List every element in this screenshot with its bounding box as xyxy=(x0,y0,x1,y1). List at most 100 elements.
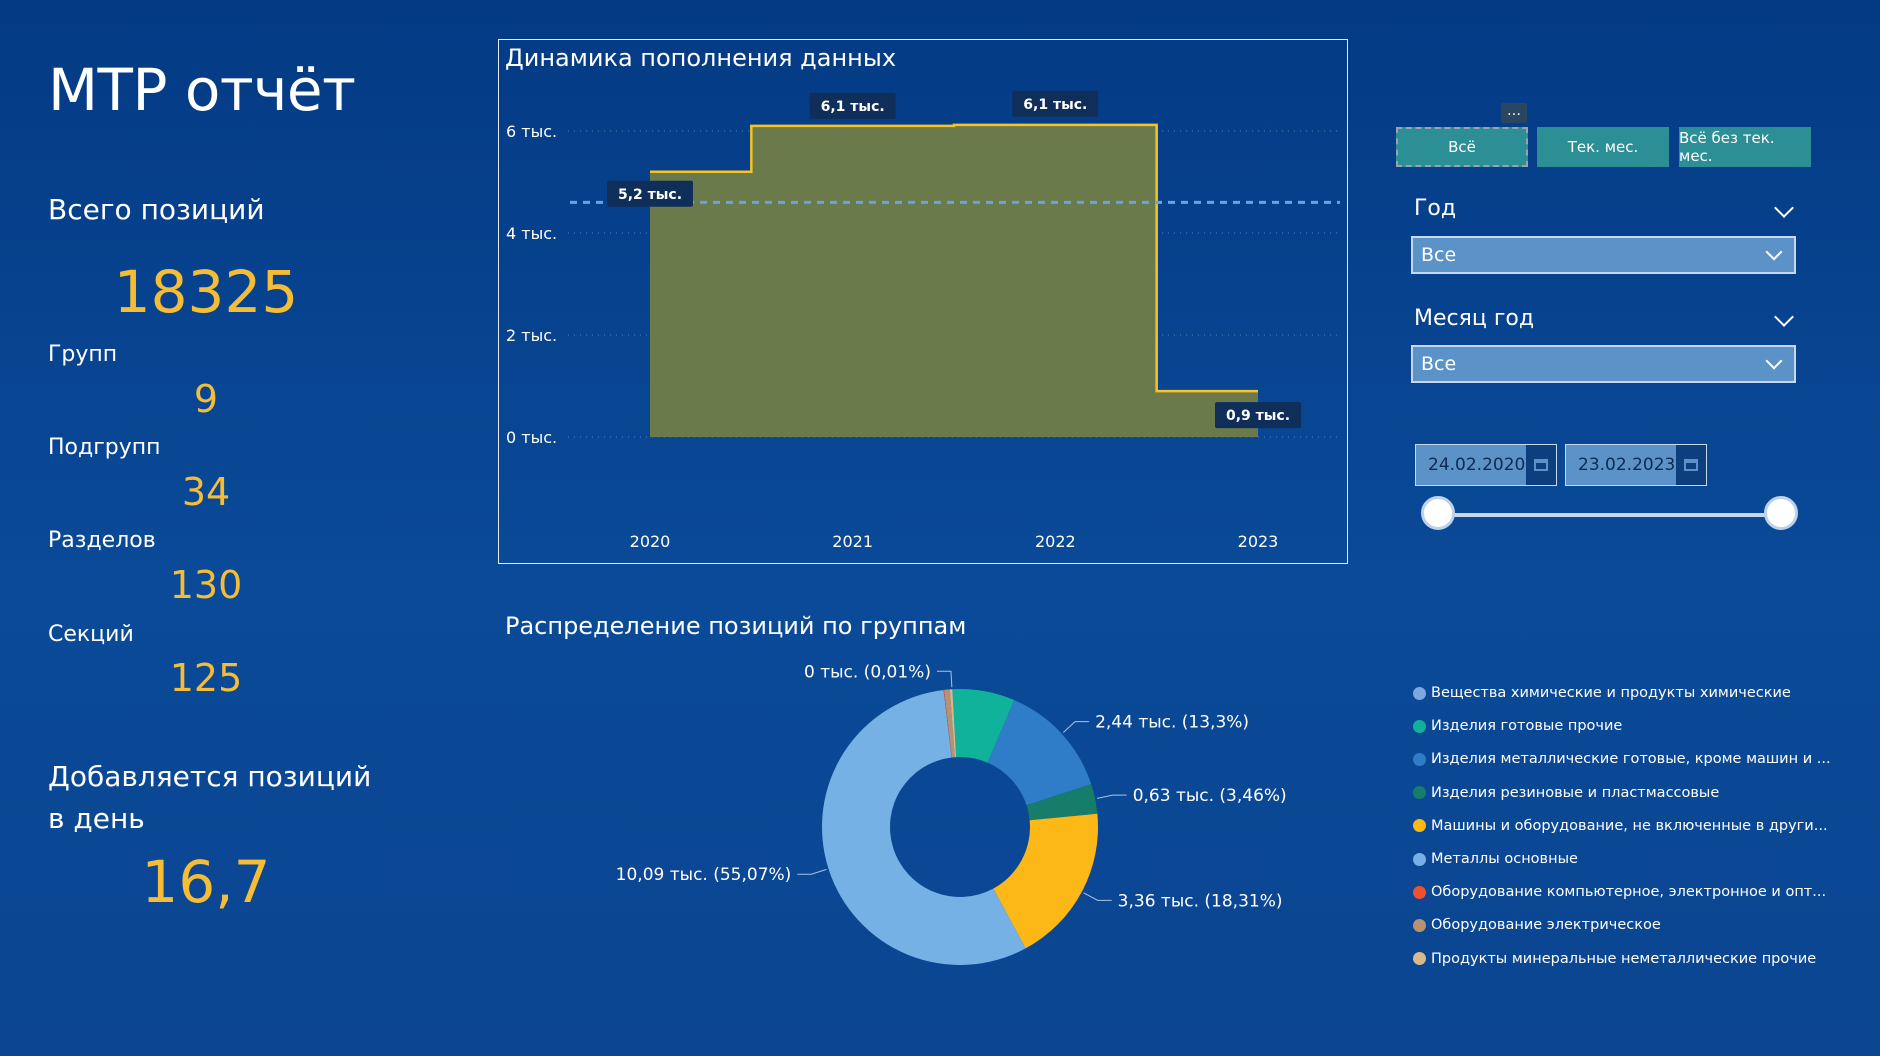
more-options-icon[interactable]: … xyxy=(1501,103,1527,123)
legend-label: Изделия металлические готовые, кроме маш… xyxy=(1431,751,1831,768)
sectors-value: 125 xyxy=(169,656,243,700)
sections-value: 130 xyxy=(169,563,243,607)
month-slicer-title: Месяц год xyxy=(1414,306,1535,331)
legend-label: Продукты минеральные неметаллические про… xyxy=(1431,950,1817,967)
donut-slice[interactable] xyxy=(943,689,952,758)
dynamics-chart-title: Динамика пополнения данных xyxy=(505,44,897,72)
legend-label: Изделия готовые прочие xyxy=(1431,718,1623,735)
year-dropdown[interactable]: Все xyxy=(1411,236,1796,274)
y-tick-label: 6 тыс. xyxy=(506,122,557,141)
donut-slice[interactable] xyxy=(993,813,1098,949)
donut-slice[interactable] xyxy=(1026,784,1098,821)
groups-label: Групп xyxy=(48,342,118,367)
legend-item[interactable]: Металлы основные xyxy=(1413,851,1578,867)
legend-dot-icon xyxy=(1413,852,1426,866)
calendar-icon[interactable] xyxy=(1526,445,1556,485)
y-tick-label: 0 тыс. xyxy=(506,428,557,447)
period-current-month-button[interactable]: Тек. мес. xyxy=(1537,127,1669,167)
date-from-input[interactable]: 24.02.2020 xyxy=(1415,444,1557,486)
legend-dot-icon xyxy=(1413,719,1426,733)
legend-item[interactable]: Изделия металлические готовые, кроме маш… xyxy=(1413,751,1831,767)
y-tick-label: 4 тыс. xyxy=(506,224,557,243)
area-line xyxy=(650,123,1258,393)
data-label: 6,1 тыс. xyxy=(1023,97,1087,113)
dynamics-area-chart: 0 тыс. 2 тыс. 4 тыс. 6 тыс. 2020 2021 2022 2023… xyxy=(506,90,1340,551)
legend-label: Оборудование электрическое xyxy=(1431,917,1661,934)
legend-dot-icon xyxy=(1413,952,1426,966)
year-dropdown-value: Все xyxy=(1421,244,1457,266)
x-tick-label: 2022 xyxy=(1035,532,1076,551)
legend-label: Машины и оборудование, не включенные в д… xyxy=(1431,817,1828,834)
month-dropdown-value: Все xyxy=(1421,353,1457,375)
x-tick-label: 2023 xyxy=(1238,532,1279,551)
date-to-input[interactable]: 23.02.2023 xyxy=(1565,444,1707,486)
data-label: 6,1 тыс. xyxy=(821,99,885,115)
subgroups-value: 34 xyxy=(181,470,231,514)
month-dropdown[interactable]: Все xyxy=(1411,345,1796,383)
year-slicer-title: Год xyxy=(1414,196,1457,221)
data-label-box xyxy=(1012,90,1099,117)
donut-slice-label: 0 тыс. (0,01%) xyxy=(804,662,931,682)
donut-slice-label: 10,09 тыс. (55,07%) xyxy=(616,865,792,885)
chevron-down-icon xyxy=(1765,243,1783,261)
legend-label: Оборудование компьютерное, электронное и… xyxy=(1431,884,1827,901)
data-label: 0,9 тыс. xyxy=(1226,408,1290,424)
donut-slice[interactable] xyxy=(987,700,1092,806)
groups-donut-chart: 0 тыс. (0,01%) 2,44 тыс. (13,3%) 0,63 тыс.… xyxy=(616,662,1287,965)
donut-slice[interactable] xyxy=(949,689,957,758)
donut-slice-label: 3,36 тыс. (18,31%) xyxy=(1118,891,1283,911)
legend-dot-icon xyxy=(1413,786,1426,800)
legend-dot-icon xyxy=(1413,752,1426,766)
data-label-box xyxy=(607,180,693,207)
legend-label: Вещества химические и продукты химически… xyxy=(1431,685,1791,701)
period-all-button[interactable]: Всё xyxy=(1396,127,1528,167)
page-title: МТР отчёт xyxy=(48,56,356,124)
donut-slice[interactable] xyxy=(944,689,955,758)
legend-dot-icon xyxy=(1413,686,1426,700)
legend-label: Металлы основные xyxy=(1431,851,1578,867)
sectors-label: Секций xyxy=(48,622,134,647)
date-range-start-handle[interactable] xyxy=(1421,496,1455,530)
total-positions-label: Всего позиций xyxy=(48,193,265,226)
legend-item[interactable]: Изделия резиновые и пластмассовые xyxy=(1413,785,1719,801)
donut-label-leader xyxy=(1083,892,1112,901)
daily-label-line2: в день xyxy=(48,802,145,835)
donut-slice-label: 2,44 тыс. (13,3%) xyxy=(1095,713,1249,733)
donut-label-leader xyxy=(1062,721,1090,733)
donut-slice[interactable] xyxy=(822,689,1026,965)
x-tick-label: 2021 xyxy=(832,532,873,551)
legend-item[interactable]: Оборудование компьютерное, электронное и… xyxy=(1413,884,1826,900)
date-range-end-handle[interactable] xyxy=(1764,496,1798,530)
legend-item[interactable]: Оборудование электрическое xyxy=(1413,917,1661,933)
donut-slice-label: 0,63 тыс. (3,46%) xyxy=(1133,786,1287,806)
donut-label-leader xyxy=(936,670,953,688)
year-collapse-chevron-icon[interactable] xyxy=(1774,198,1794,218)
period-all-except-current-button[interactable]: Всё без тек. мес. xyxy=(1679,127,1811,167)
legend-item[interactable]: Машины и оборудование, не включенные в д… xyxy=(1413,818,1828,834)
groups-value: 9 xyxy=(193,377,219,421)
date-range-slider-track[interactable] xyxy=(1437,513,1781,517)
dynamics-chart-panel xyxy=(498,39,1348,564)
data-label-box xyxy=(1215,402,1301,429)
daily-value: 16,7 xyxy=(141,848,271,916)
chevron-down-icon xyxy=(1765,352,1783,370)
y-tick-label: 2 тыс. xyxy=(506,326,557,345)
data-label-box xyxy=(809,92,896,119)
month-collapse-chevron-icon[interactable] xyxy=(1774,307,1794,327)
legend-dot-icon xyxy=(1413,885,1426,899)
legend-dot-icon xyxy=(1413,819,1426,833)
calendar-icon[interactable] xyxy=(1676,445,1706,485)
legend-item[interactable]: Изделия готовые прочие xyxy=(1413,718,1622,734)
data-label: 5,2 тыс. xyxy=(618,187,682,203)
sections-label: Разделов xyxy=(48,528,156,553)
donut-label-leader xyxy=(797,868,827,875)
x-tick-label: 2020 xyxy=(630,532,671,551)
total-positions-value: 18325 xyxy=(113,258,299,326)
donut-slice[interactable] xyxy=(952,689,1015,763)
legend-item[interactable]: Продукты минеральные неметаллические про… xyxy=(1413,951,1816,967)
legend-item[interactable]: Вещества химические и продукты химически… xyxy=(1413,685,1791,701)
date-to-value: 23.02.2023 xyxy=(1578,455,1676,475)
daily-label-line1: Добавляется позиций xyxy=(48,760,372,793)
legend-dot-icon xyxy=(1413,918,1426,932)
donut-label-leader xyxy=(1096,794,1127,799)
